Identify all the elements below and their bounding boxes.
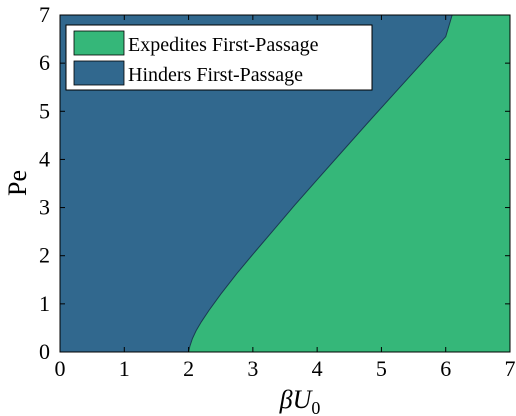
plot-frame (59, 14, 511, 353)
legend-label-hinders: Hinders First-Passage (128, 64, 303, 86)
x-tick-label: 6 (440, 356, 451, 381)
legend-swatch-expedites (73, 30, 125, 56)
y-tick-label: 5 (39, 98, 50, 123)
legend-swatch-hinders (73, 60, 125, 86)
x-tick-label: 4 (312, 356, 323, 381)
y-tick-label: 4 (39, 146, 50, 171)
boundary-line (188, 14, 453, 353)
y-tick-label: 7 (39, 2, 50, 27)
x-tick-label: 3 (247, 356, 258, 381)
legend-label-expedites: Expedites First-Passage (128, 34, 319, 56)
region-expedites (188, 15, 511, 352)
x-axis-title-subscript: 0 (311, 398, 320, 416)
x-tick-label: 2 (183, 356, 194, 381)
y-tick-label: 0 (39, 339, 50, 364)
x-tick-label: 0 (55, 356, 66, 381)
x-axis-title: βU0 (279, 385, 321, 416)
x-tick-label: 1 (119, 356, 130, 381)
y-tick-label: 6 (39, 50, 50, 75)
x-tick-label: 5 (376, 356, 387, 381)
y-axis-title: Pe (3, 170, 32, 196)
y-tick-label: 2 (39, 243, 50, 268)
y-tick-label: 3 (39, 195, 50, 220)
legend: Expedites First-Passage Hinders First-Pa… (65, 24, 373, 91)
y-tick-label: 1 (39, 291, 50, 316)
x-tick-label: 7 (505, 356, 516, 381)
axes: 0 1 2 3 4 5 6 7 0 1 2 3 4 5 6 7 (39, 2, 516, 381)
